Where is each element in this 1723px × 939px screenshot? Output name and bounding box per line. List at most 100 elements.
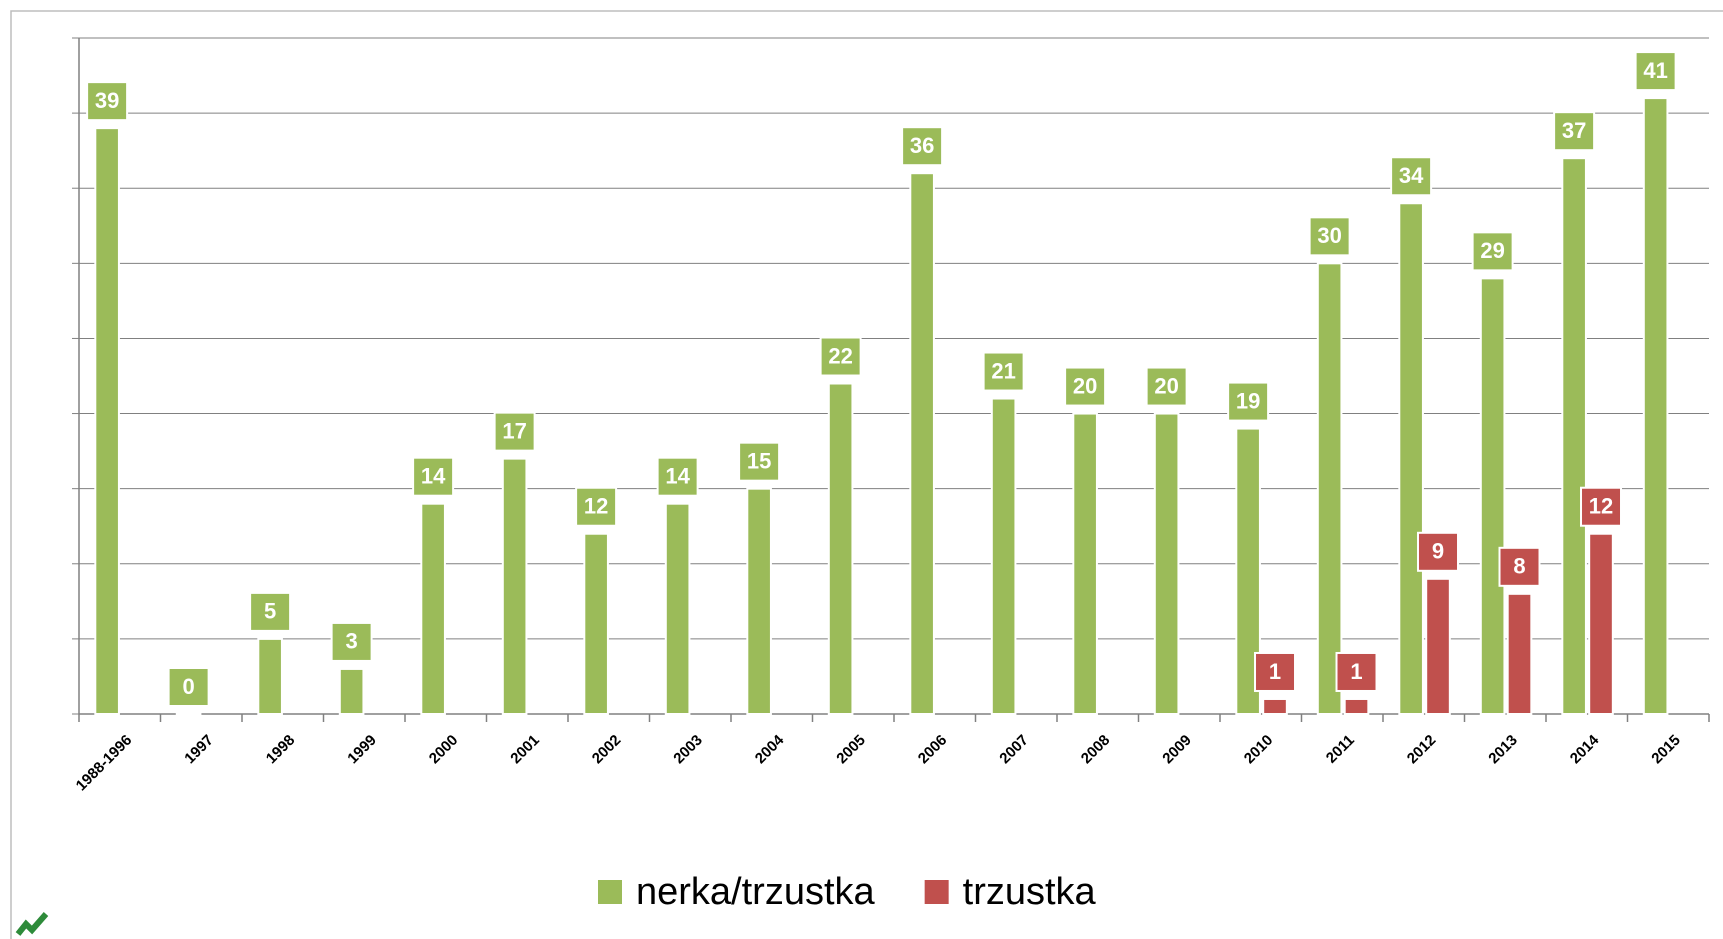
x-tick-label: 2008 — [1078, 732, 1114, 768]
value-label: 14 — [665, 464, 690, 489]
bar — [175, 713, 202, 716]
bar — [990, 397, 1017, 715]
value-label-box — [1553, 111, 1596, 152]
value-label-box — [249, 591, 292, 632]
value-label: 19 — [1236, 388, 1260, 413]
value-label: 1 — [1350, 659, 1362, 684]
bar — [420, 502, 446, 716]
value-label: 22 — [828, 343, 852, 368]
value-label-box — [738, 441, 781, 482]
bar — [1153, 412, 1180, 715]
legend-swatch — [598, 880, 622, 904]
x-tick-label: 2004 — [752, 731, 788, 767]
value-label: 5 — [264, 599, 276, 624]
value-label-box — [1064, 366, 1107, 407]
value-label-box — [1335, 651, 1378, 692]
x-tick-label: 2014 — [1567, 731, 1603, 767]
legend-swatch — [924, 880, 949, 904]
x-tick-label: 2010 — [1241, 732, 1277, 768]
x-tick-label: 1988-1996 — [73, 732, 136, 795]
value-label: 34 — [1399, 163, 1424, 188]
value-label-box — [412, 456, 455, 497]
value-label: 8 — [1513, 554, 1525, 579]
x-tick-label: 2005 — [833, 732, 869, 768]
value-label: 17 — [502, 418, 526, 443]
value-label-box — [656, 456, 699, 497]
value-label-box — [1634, 51, 1677, 92]
bar — [1343, 697, 1370, 716]
value-label-box — [493, 411, 536, 452]
bar — [338, 667, 365, 716]
value-label: 29 — [1480, 238, 1504, 263]
bar — [664, 502, 691, 716]
x-tick-label: 2003 — [670, 732, 706, 768]
bar — [1561, 157, 1587, 715]
chart-frame — [10, 10, 1723, 939]
bar — [1316, 262, 1343, 715]
value-label-box — [1227, 381, 1270, 422]
value-label-box — [1417, 531, 1460, 572]
legend-label: nerka/trzustka — [636, 871, 876, 913]
value-label: 37 — [1562, 118, 1586, 143]
value-label: 20 — [1154, 373, 1178, 398]
value-label: 12 — [1589, 494, 1613, 519]
value-label: 20 — [1073, 373, 1097, 398]
bar — [1398, 202, 1424, 715]
bar — [1479, 277, 1506, 715]
value-label: 41 — [1643, 58, 1667, 83]
bar — [746, 487, 772, 715]
bar — [583, 532, 609, 715]
x-tick-label: 2012 — [1404, 732, 1440, 768]
x-tick-label: 2009 — [1159, 732, 1195, 768]
value-label: 3 — [345, 629, 357, 654]
x-tick-label: 2007 — [996, 732, 1032, 768]
legend-label: trzustka — [963, 871, 1097, 913]
bar — [1642, 97, 1669, 716]
value-label: 21 — [991, 358, 1015, 383]
bar — [1072, 412, 1098, 715]
x-tick-label: 1997 — [181, 732, 217, 768]
value-label-box — [1580, 486, 1623, 527]
value-label-box — [1308, 216, 1351, 257]
value-label-box — [1390, 156, 1433, 197]
bar — [257, 637, 283, 716]
value-label: 14 — [421, 464, 446, 489]
bar — [501, 457, 528, 715]
x-tick-label: 1998 — [263, 732, 299, 768]
x-tick-label: 2006 — [915, 732, 951, 768]
bar — [1235, 427, 1261, 715]
bar — [1262, 697, 1288, 716]
value-label: 15 — [747, 448, 771, 473]
x-tick-label: 2011 — [1323, 732, 1358, 767]
value-label-box — [1254, 651, 1297, 692]
value-label-box — [819, 336, 862, 377]
value-label-box — [1498, 546, 1541, 587]
value-label-box — [1145, 366, 1188, 407]
value-label-box — [575, 486, 618, 527]
value-label: 1 — [1269, 659, 1281, 684]
value-label-box — [1471, 231, 1514, 272]
x-tick-label: 2001 — [507, 732, 543, 768]
x-tick-label: 2013 — [1485, 732, 1521, 768]
value-label-box — [982, 351, 1025, 392]
value-label-box — [330, 621, 373, 662]
value-label-box — [86, 81, 129, 122]
value-label-box — [901, 126, 944, 167]
value-label: 0 — [182, 674, 194, 699]
x-tick-label: 2002 — [589, 732, 625, 768]
bar — [827, 382, 854, 715]
bar — [94, 127, 120, 715]
x-tick-label: 2000 — [426, 732, 462, 768]
value-label: 12 — [584, 494, 608, 519]
x-tick-label: 2015 — [1648, 732, 1684, 768]
check-icon — [15, 912, 49, 936]
x-tick-label: 1999 — [344, 732, 380, 768]
bar — [1506, 592, 1533, 715]
value-label: 39 — [95, 88, 119, 113]
bar — [909, 172, 935, 715]
value-label: 9 — [1432, 539, 1444, 564]
value-label: 30 — [1317, 223, 1341, 248]
bar — [1588, 532, 1614, 715]
bar — [1425, 577, 1451, 715]
